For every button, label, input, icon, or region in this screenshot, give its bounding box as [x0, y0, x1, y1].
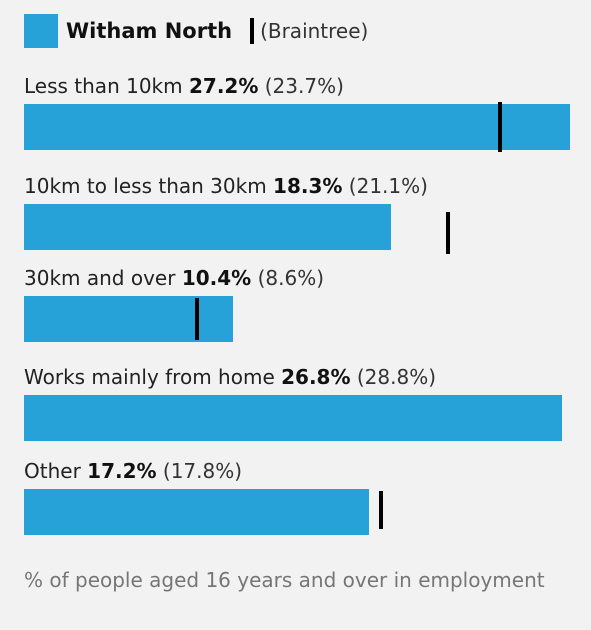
- category-label: Less than 10km: [24, 74, 183, 98]
- row-label: Less than 10km 27.2% (23.7%): [24, 72, 570, 100]
- legend-comparison-marker: [250, 18, 255, 44]
- value-label: 27.2%: [188, 74, 259, 98]
- bar-witham-north: [24, 489, 369, 535]
- chart-row: 10km to less than 30km 18.3% (21.1%): [24, 172, 570, 254]
- category-label: Works mainly from home: [24, 365, 275, 389]
- bar-track: [24, 296, 570, 342]
- marker-braintree: [446, 212, 450, 254]
- legend-area-label: Witham North: [66, 19, 233, 43]
- chart-row: 30km and over 10.4% (8.6%): [24, 264, 570, 342]
- bar-witham-north: [24, 296, 233, 342]
- value-label: 10.4%: [181, 266, 252, 290]
- comparison-value-label: (28.8%): [356, 365, 436, 389]
- marker-braintree: [498, 102, 502, 152]
- marker-braintree: [195, 298, 199, 340]
- chart-row: Works mainly from home 26.8% (28.8%): [24, 363, 570, 441]
- row-label: Works mainly from home 26.8% (28.8%): [24, 363, 570, 391]
- comparison-value-label: (23.7%): [264, 74, 344, 98]
- chart-row: Less than 10km 27.2% (23.7%): [24, 72, 570, 152]
- bar-witham-north: [24, 395, 562, 441]
- value-label: 17.2%: [87, 459, 157, 483]
- category-label: Other: [24, 459, 81, 483]
- category-label: 10km to less than 30km: [24, 174, 267, 198]
- category-label: 30km and over: [24, 266, 176, 290]
- comparison-value-label: (8.6%): [257, 266, 324, 290]
- bar-track: [24, 204, 570, 254]
- value-label: 26.8%: [281, 365, 351, 389]
- comparison-value-label: (17.8%): [162, 459, 243, 483]
- chart-row: Other 17.2% (17.8%): [24, 457, 570, 535]
- chart-footnote: % of people aged 16 years and over in em…: [24, 568, 545, 592]
- marker-braintree: [379, 491, 383, 529]
- chart-legend: Witham North (Braintree): [24, 14, 368, 48]
- comparison-value-label: (21.1%): [348, 174, 428, 198]
- bar-track: [24, 489, 570, 535]
- bar-track: [24, 395, 570, 441]
- legend-swatch-area: [24, 14, 58, 48]
- value-label: 18.3%: [273, 174, 343, 198]
- row-label: 30km and over 10.4% (8.6%): [24, 264, 570, 292]
- legend-comparison-label: (Braintree): [260, 19, 369, 43]
- bar-witham-north: [24, 204, 391, 250]
- bar-track: [24, 102, 570, 152]
- row-label: Other 17.2% (17.8%): [24, 457, 570, 485]
- row-label: 10km to less than 30km 18.3% (21.1%): [24, 172, 570, 200]
- bar-witham-north: [24, 104, 570, 150]
